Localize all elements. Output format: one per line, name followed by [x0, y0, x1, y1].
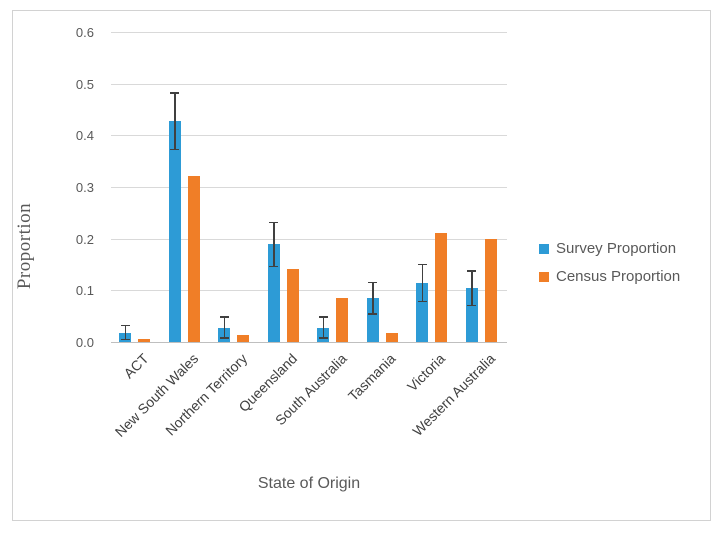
error-bar-cap-bottom	[368, 313, 378, 315]
x-category-label: Victoria	[404, 350, 449, 395]
bar-census	[286, 269, 299, 342]
error-bar-cap-top	[318, 316, 328, 318]
error-bar-line	[273, 221, 275, 268]
error-bar-cap-top	[467, 270, 477, 272]
y-tick-label: 0.1	[75, 283, 94, 299]
y-tick-label: 0.5	[75, 76, 94, 92]
error-bar-cap-top	[120, 324, 130, 327]
gridline	[111, 83, 507, 85]
error-bar-line	[372, 281, 374, 315]
x-axis-line	[111, 342, 507, 343]
error-bar-line	[124, 324, 126, 341]
error-bar-line	[223, 316, 225, 339]
bar-census	[484, 238, 497, 342]
bar-census	[435, 232, 448, 342]
gridline	[111, 32, 507, 33]
legend-swatch-census	[539, 271, 549, 282]
gridline	[111, 187, 507, 188]
legend-label-census: Census Proportion	[556, 268, 681, 285]
y-tick-label: 0.4	[75, 128, 94, 144]
gridline	[111, 238, 507, 240]
bar-survey	[465, 288, 478, 342]
error-bar-cap-bottom	[219, 337, 229, 339]
x-category-label: ACT	[120, 350, 152, 382]
error-bar-cap-bottom	[318, 337, 328, 339]
y-tick-label: 0.3	[75, 180, 94, 195]
error-bar-cap-top	[170, 92, 180, 94]
legend-item-census: Census Proportion	[539, 268, 680, 285]
error-bar-cap-top	[219, 316, 229, 318]
error-bar-cap-bottom	[120, 338, 130, 341]
error-bar-line	[471, 270, 473, 307]
bar-census	[187, 176, 200, 342]
y-tick-label: 0.2	[75, 231, 94, 247]
error-bar-line	[421, 263, 423, 303]
error-bar-line	[174, 92, 176, 151]
bar-census	[237, 335, 250, 342]
bar-survey	[416, 283, 429, 342]
error-bar-cap-top	[269, 221, 279, 224]
error-bar-cap-bottom	[269, 265, 279, 268]
error-bar-cap-bottom	[467, 304, 477, 307]
legend-swatch-survey	[539, 243, 549, 254]
error-bar-line	[322, 316, 324, 339]
y-tick-label: 0.6	[75, 25, 94, 40]
bar-census	[385, 332, 398, 342]
bar-survey	[168, 121, 181, 342]
error-bar-cap-bottom	[417, 300, 427, 303]
error-bar-cap-top	[368, 281, 378, 284]
y-tick-label: 0.0	[75, 335, 94, 350]
bar-census	[138, 339, 151, 342]
bar-survey	[366, 298, 379, 342]
bar-survey	[267, 244, 280, 342]
x-axis-title: State of Origin	[257, 475, 361, 492]
bar-census	[336, 298, 349, 342]
error-bar-cap-top	[417, 263, 427, 266]
legend-item-survey: Survey Proportion	[539, 240, 680, 257]
legend-label-survey: Survey Proportion	[556, 240, 677, 257]
gridline	[111, 135, 507, 137]
error-bar-cap-bottom	[170, 148, 180, 151]
gridline	[111, 290, 507, 292]
figure-frame: 0.0 0.1 0.2 0.3 0.4 0.5 0.6 ACT New South Wales N…	[12, 10, 711, 521]
legend: Survey Proportion Census Proportion	[539, 240, 680, 296]
x-category-label: Tasmania	[345, 350, 399, 404]
y-axis-title: Proportion	[14, 202, 35, 290]
